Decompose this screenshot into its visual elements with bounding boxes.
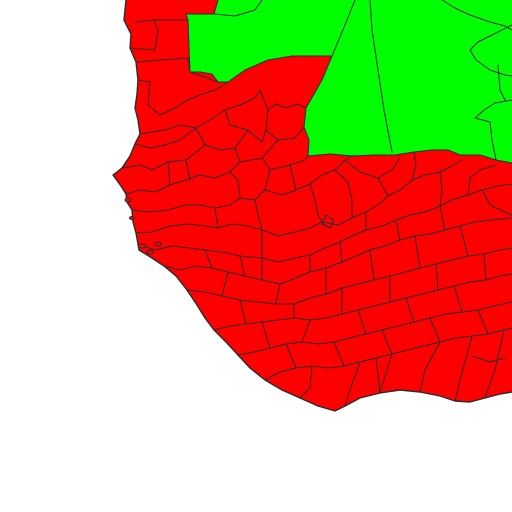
coastline bbox=[112, 0, 512, 412]
green-region[interactable] bbox=[186, 0, 512, 163]
red-region-borders bbox=[121, 19, 512, 407]
coastal-islands bbox=[124, 197, 162, 255]
